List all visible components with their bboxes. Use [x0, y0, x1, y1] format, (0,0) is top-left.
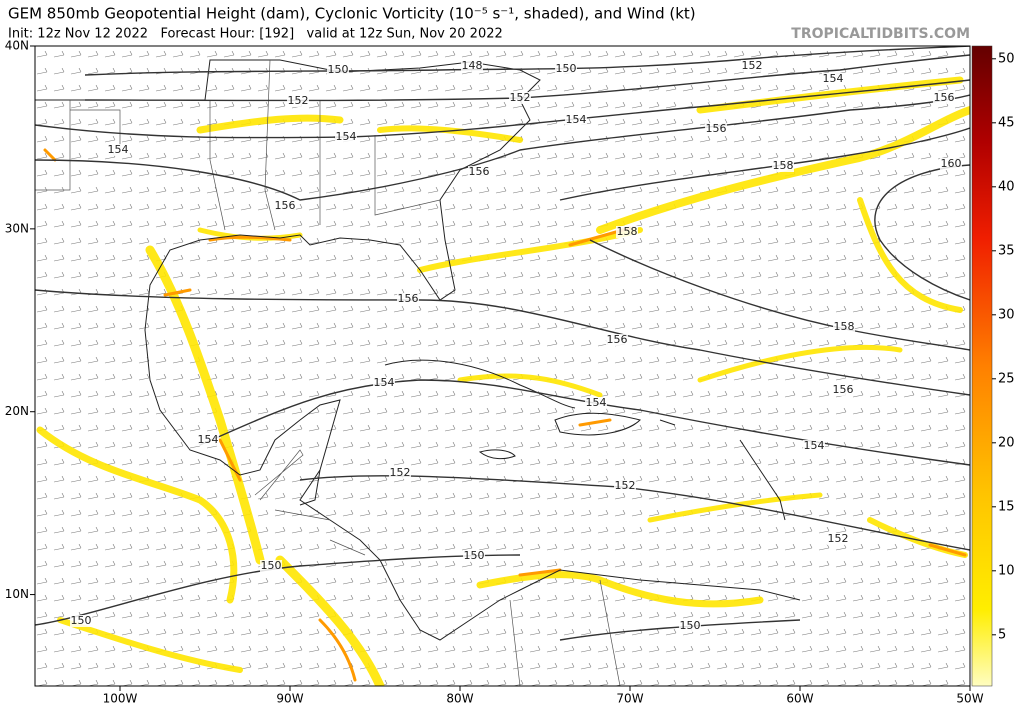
x-tick-label: 80W: [446, 692, 473, 706]
colorbar-tick-label: 30: [998, 307, 1015, 322]
y-tick-label: 30N: [5, 221, 29, 235]
contour-label-bg: [260, 560, 282, 572]
contour-label-bg: [614, 480, 636, 492]
colorbar-tick-label: 25: [998, 371, 1015, 386]
contour-label: 158: [617, 225, 638, 238]
contour-label-bg: [274, 200, 296, 212]
contour-label-bg: [585, 397, 607, 409]
contour-label: 154: [374, 376, 395, 389]
contour-label: 156: [607, 333, 628, 346]
colorbar-tick-label: 40: [998, 179, 1015, 194]
contour-label: 152: [390, 466, 411, 479]
y-tick-label: 40N: [5, 39, 29, 53]
contour-label-bg: [679, 620, 701, 632]
contour-label-bg: [616, 226, 638, 238]
title: GEM 850mb Geopotential Height (dam), Cyc…: [8, 5, 696, 23]
contour-label-bg: [468, 166, 490, 178]
contour-label-bg: [107, 144, 129, 156]
contour-label: 154: [566, 113, 587, 126]
contour-label: 150: [464, 549, 485, 562]
contour-label-bg: [70, 615, 92, 627]
contour-label: 152: [288, 94, 309, 107]
x-tick-label: 70W: [616, 692, 643, 706]
contour-label: 158: [834, 320, 855, 333]
contour-label-bg: [397, 293, 419, 305]
subtitle: Init: 12z Nov 12 2022 Forecast Hour: [19…: [8, 27, 503, 42]
contour-label-bg: [741, 60, 763, 72]
colorbar-tick-label: 45: [998, 115, 1015, 130]
contour-label: 156: [934, 91, 955, 104]
contour-label: 160: [941, 157, 962, 170]
colorbar-tick-label: 10: [998, 563, 1015, 578]
contour-label-bg: [327, 64, 349, 76]
axes: 100W 90W 80W 70W 60W 50W 40N 30N 20N 10N 5 10 15 20 25…: [5, 39, 1015, 706]
x-tick-label: 50W: [956, 692, 983, 706]
contour-label-bg: [803, 440, 825, 452]
x-tick-label: 60W: [786, 692, 813, 706]
contour-label: 154: [336, 130, 357, 143]
contour-label: 156: [275, 199, 296, 212]
contour-label: 156: [833, 383, 854, 396]
contour-label: 158: [773, 159, 794, 172]
contour-label: 156: [469, 165, 490, 178]
contour-label: 154: [198, 433, 219, 446]
x-tick-label: 100W: [103, 692, 138, 706]
contour-label: 156: [706, 122, 727, 135]
contour-label-bg: [461, 60, 483, 72]
colorbar-tick-label: 5: [998, 627, 1006, 642]
contour-label-bg: [509, 92, 531, 104]
colorbar-tick-label: 35: [998, 243, 1015, 258]
contour-label-bg: [565, 114, 587, 126]
contour-label: 150: [328, 63, 349, 76]
contour-label-bg: [772, 160, 794, 172]
contour-label: 150: [680, 619, 701, 632]
contour-label: 150: [556, 62, 577, 75]
contour-label: 154: [823, 72, 844, 85]
contour-label-bg: [373, 377, 395, 389]
contour-label: 152: [828, 532, 849, 545]
contour-label-bg: [463, 550, 485, 562]
y-tick-label: 20N: [5, 404, 29, 418]
contour-label: 152: [510, 91, 531, 104]
contour-label: 152: [615, 479, 636, 492]
contour-labels: 150 148 150 152 154 156 152 152 154 154 156 154 158 1…: [70, 59, 962, 632]
contour-label-bg: [389, 467, 411, 479]
contour-label: 148: [462, 59, 483, 72]
contour-label-bg: [933, 92, 955, 104]
contour-label-bg: [335, 131, 357, 143]
contour-label-bg: [822, 73, 844, 85]
contour-label-bg: [940, 158, 962, 170]
map: 150 148 150 152 154 156 152 152 154 154 156 154 158 1…: [35, 46, 970, 686]
contour-label: 150: [71, 614, 92, 627]
colorbar-tick-label: 20: [998, 435, 1015, 450]
colorbar: [971, 45, 993, 687]
contour-label: 154: [108, 143, 129, 156]
contour-label-bg: [827, 533, 849, 545]
contour-label-bg: [606, 334, 628, 346]
colorbar-tick-label: 15: [998, 499, 1015, 514]
borders: [35, 59, 621, 686]
contour-label-bg: [832, 384, 854, 396]
contour-label-bg: [833, 321, 855, 333]
contour-label-bg: [555, 63, 577, 75]
contour-label-bg: [287, 95, 309, 107]
contour-label: 152: [742, 59, 763, 72]
y-tick-label: 10N: [5, 587, 29, 601]
colorbar-tick-label: 50: [998, 51, 1015, 66]
contour-label: 150: [261, 559, 282, 572]
contour-label-bg: [705, 123, 727, 135]
watermark: TROPICALTIDBITS.COM: [791, 26, 970, 42]
contour-label-bg: [197, 434, 219, 446]
contour-label: 154: [804, 439, 825, 452]
x-tick-label: 90W: [276, 692, 303, 706]
contour-label: 154: [586, 396, 607, 409]
map-frame: [34, 45, 971, 687]
contour-label: 156: [398, 292, 419, 305]
